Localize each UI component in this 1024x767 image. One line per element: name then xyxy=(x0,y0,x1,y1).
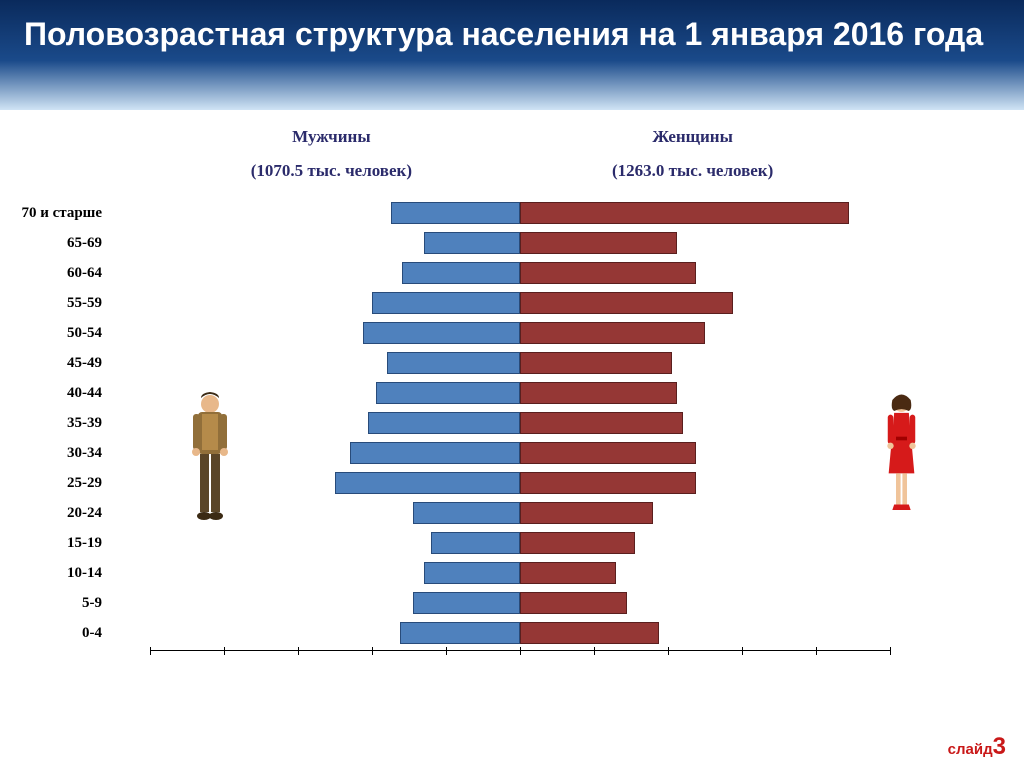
male-bar xyxy=(391,202,521,224)
pyramid-row: 10-14 xyxy=(150,558,890,588)
male-bar xyxy=(368,412,520,434)
pyramid-row: 70 и старше xyxy=(150,198,890,228)
x-tick xyxy=(150,647,151,655)
pyramid-row: 40-44 xyxy=(150,378,890,408)
x-tick xyxy=(816,647,817,655)
age-label: 0-4 xyxy=(0,625,120,642)
female-bar xyxy=(520,352,672,374)
pyramid-row: 20-24 xyxy=(150,498,890,528)
x-tick xyxy=(890,647,891,655)
age-label: 65-69 xyxy=(0,235,120,252)
age-label: 70 и старше xyxy=(0,205,120,222)
slide-header: Половозрастная структура населения на 1 … xyxy=(0,0,1024,110)
woman-icon xyxy=(874,390,934,525)
male-bar xyxy=(413,502,520,524)
female-bar xyxy=(520,592,627,614)
female-bar xyxy=(520,262,696,284)
x-tick xyxy=(298,647,299,655)
male-bar xyxy=(424,562,520,584)
age-label: 30-34 xyxy=(0,445,120,462)
male-bar xyxy=(363,322,520,344)
female-bar xyxy=(520,472,696,494)
population-pyramid: 70 и старше65-6960-6455-5950-5445-4940-4… xyxy=(150,198,890,678)
slide-number: слайд3 xyxy=(948,733,1006,761)
pyramid-row: 45-49 xyxy=(150,348,890,378)
female-bar xyxy=(520,292,733,314)
x-tick xyxy=(668,647,669,655)
x-tick xyxy=(520,647,521,655)
female-bar xyxy=(520,562,616,584)
age-label: 25-29 xyxy=(0,475,120,492)
male-bar xyxy=(376,382,520,404)
x-tick xyxy=(742,647,743,655)
age-label: 55-59 xyxy=(0,295,120,312)
page-title: Половозрастная структура населения на 1 … xyxy=(24,16,1000,53)
man-icon xyxy=(180,390,240,535)
male-bar xyxy=(400,622,520,644)
female-bar xyxy=(520,232,677,254)
pyramid-row: 25-29 xyxy=(150,468,890,498)
female-count: (1263.0 тыс. человек) xyxy=(612,154,773,188)
female-bar xyxy=(520,322,705,344)
female-bar xyxy=(520,442,696,464)
pyramid-row: 60-64 xyxy=(150,258,890,288)
male-bar xyxy=(413,592,520,614)
age-label: 15-19 xyxy=(0,535,120,552)
x-tick xyxy=(594,647,595,655)
pyramid-row: 0-4 xyxy=(150,618,890,648)
slide-num: 3 xyxy=(993,733,1006,760)
age-label: 35-39 xyxy=(0,415,120,432)
chart-area: Мужчины (1070.5 тыс. человек) Женщины (1… xyxy=(0,110,1024,710)
pyramid-row: 55-59 xyxy=(150,288,890,318)
x-axis xyxy=(150,650,890,660)
pyramid-row: 35-39 xyxy=(150,408,890,438)
male-bar xyxy=(402,262,520,284)
age-label: 60-64 xyxy=(0,265,120,282)
male-header: Мужчины (1070.5 тыс. человек) xyxy=(251,120,412,188)
pyramid-row: 65-69 xyxy=(150,228,890,258)
male-label: Мужчины xyxy=(251,120,412,154)
pyramid-row: 5-9 xyxy=(150,588,890,618)
pyramid-row: 50-54 xyxy=(150,318,890,348)
female-bar xyxy=(520,412,683,434)
x-tick xyxy=(446,647,447,655)
chart-subheaders: Мужчины (1070.5 тыс. человек) Женщины (1… xyxy=(0,120,1024,188)
male-bar xyxy=(424,232,520,254)
x-tick xyxy=(224,647,225,655)
female-bar xyxy=(520,622,659,644)
female-label: Женщины xyxy=(612,120,773,154)
male-bar xyxy=(431,532,520,554)
female-bar xyxy=(520,202,849,224)
age-label: 10-14 xyxy=(0,565,120,582)
pyramid-row: 15-19 xyxy=(150,528,890,558)
age-label: 5-9 xyxy=(0,595,120,612)
female-header: Женщины (1263.0 тыс. человек) xyxy=(612,120,773,188)
x-tick xyxy=(372,647,373,655)
age-label: 40-44 xyxy=(0,385,120,402)
age-label: 45-49 xyxy=(0,355,120,372)
male-bar xyxy=(387,352,520,374)
male-bar xyxy=(372,292,520,314)
slide-label: слайд xyxy=(948,741,993,758)
pyramid-row: 30-34 xyxy=(150,438,890,468)
male-count: (1070.5 тыс. человек) xyxy=(251,154,412,188)
female-bar xyxy=(520,382,677,404)
age-label: 20-24 xyxy=(0,505,120,522)
age-label: 50-54 xyxy=(0,325,120,342)
male-bar xyxy=(350,442,520,464)
female-bar xyxy=(520,532,635,554)
female-bar xyxy=(520,502,653,524)
male-bar xyxy=(335,472,520,494)
